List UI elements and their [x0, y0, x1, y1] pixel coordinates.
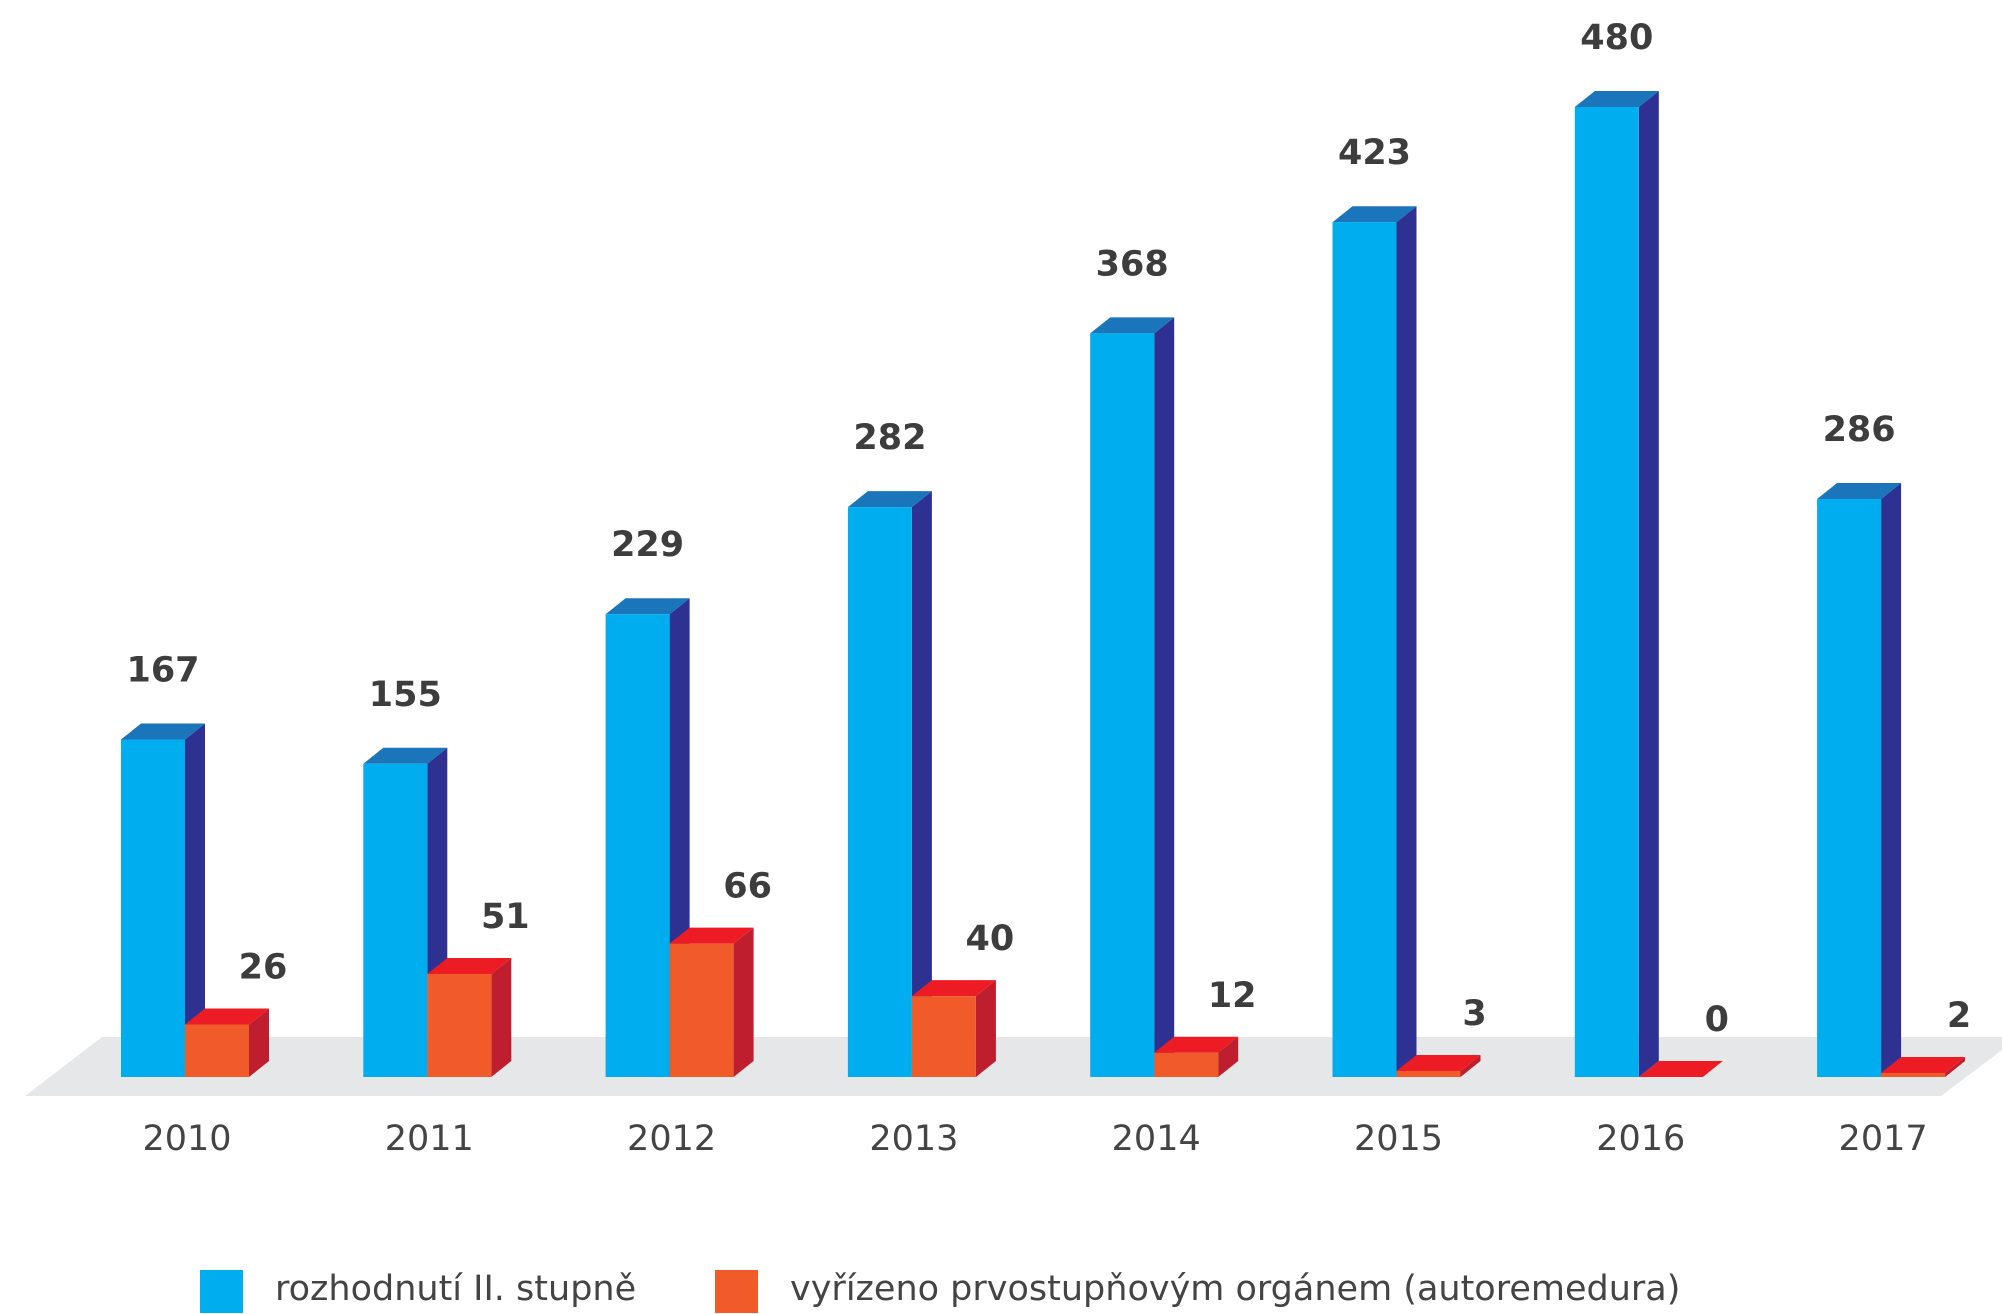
- bar-top: [669, 927, 754, 944]
- x-tick-label: 2010: [142, 1119, 231, 1159]
- bar-top: [1332, 206, 1417, 223]
- value-label: 12: [1208, 976, 1257, 1016]
- bar-front: [1090, 333, 1155, 1077]
- value-label: 0: [1705, 1000, 1729, 1040]
- bar-front: [185, 1024, 249, 1077]
- bar-front: [1881, 1072, 1946, 1077]
- legend-label: rozhodnutí II. stupně: [275, 1269, 636, 1309]
- value-label: 480: [1580, 18, 1653, 58]
- bar: [1154, 1036, 1239, 1077]
- x-tick-label: 2017: [1839, 1119, 1928, 1159]
- value-label: 2: [1947, 996, 1971, 1036]
- value-label: 66: [723, 867, 772, 907]
- bar: [605, 598, 690, 1077]
- bar-top: [1638, 1061, 1723, 1077]
- bar: [911, 980, 996, 1077]
- bar-top: [1574, 91, 1659, 107]
- bar-side: [911, 491, 932, 1077]
- bar-front: [1154, 1052, 1219, 1077]
- x-tick-label: 2014: [1112, 1119, 1201, 1159]
- legend-swatch: [715, 1270, 758, 1313]
- bar-front: [1396, 1070, 1461, 1077]
- bar-side: [1218, 1036, 1239, 1077]
- bar-side: [249, 1008, 269, 1077]
- bar: [847, 491, 932, 1077]
- bar-top: [1881, 1056, 1966, 1073]
- bar-front: [427, 973, 492, 1077]
- bar: [185, 1008, 269, 1077]
- bar-side: [1638, 91, 1659, 1077]
- bar-front: [121, 739, 185, 1077]
- bar-side: [975, 980, 996, 1077]
- value-label: 167: [126, 651, 199, 691]
- value-label: 282: [853, 418, 926, 458]
- value-label: 155: [369, 675, 442, 715]
- value-label: 368: [1096, 244, 1169, 284]
- value-label: 423: [1338, 133, 1411, 173]
- bar-front: [911, 996, 976, 1077]
- bar-side: [491, 957, 512, 1077]
- x-tick-label: 2012: [627, 1119, 716, 1159]
- bar-top: [1396, 1054, 1481, 1071]
- bar-side: [185, 723, 205, 1077]
- bar-side: [1154, 317, 1175, 1077]
- x-tick-label: 2016: [1596, 1119, 1685, 1159]
- bar-top: [1817, 483, 1902, 500]
- bar-side: [1945, 1056, 1966, 1077]
- bar-front: [363, 763, 428, 1077]
- legend-swatch: [200, 1270, 243, 1313]
- bar: [1574, 91, 1659, 1077]
- bar: [1638, 1061, 1723, 1077]
- bar-top: [1090, 317, 1175, 334]
- value-label: 3: [1462, 994, 1486, 1034]
- bar-front: [605, 614, 670, 1077]
- bar: [1332, 206, 1417, 1077]
- bar-front: [1332, 222, 1397, 1077]
- value-label: 51: [481, 897, 530, 937]
- bar-top: [847, 491, 932, 508]
- bar-top: [427, 957, 512, 974]
- bar: [1881, 1056, 1966, 1077]
- bar-front: [1817, 499, 1882, 1078]
- bar: [1817, 483, 1902, 1078]
- bar: [669, 927, 754, 1077]
- bar-side: [1881, 483, 1902, 1078]
- bar-side: [1460, 1054, 1481, 1077]
- bar-top: [185, 1008, 269, 1025]
- bar: [121, 723, 205, 1077]
- bar-side: [1396, 206, 1417, 1077]
- bar: [1396, 1054, 1481, 1077]
- x-tick-label: 2011: [385, 1119, 474, 1159]
- x-tick-label: 2015: [1354, 1119, 1443, 1159]
- bar-top: [363, 747, 448, 764]
- x-tick-label: 2013: [869, 1119, 958, 1159]
- bar: [427, 957, 512, 1077]
- bar-top: [121, 723, 205, 740]
- bar-front: [1574, 107, 1639, 1077]
- floor: [25, 1037, 2002, 1096]
- bar: [1090, 317, 1175, 1077]
- bar-top: [1154, 1036, 1239, 1053]
- value-label: 229: [611, 525, 684, 565]
- value-label: 40: [966, 919, 1015, 959]
- bar-side: [733, 927, 754, 1077]
- bar-top: [605, 598, 690, 615]
- bar-front: [669, 943, 734, 1077]
- value-label: 286: [1823, 410, 1896, 450]
- legend-label: vyřízeno prvostupňovým orgánem (autoreme…: [790, 1269, 1680, 1309]
- value-label: 26: [239, 947, 288, 987]
- bar-front: [847, 507, 912, 1077]
- bar-top: [911, 980, 996, 997]
